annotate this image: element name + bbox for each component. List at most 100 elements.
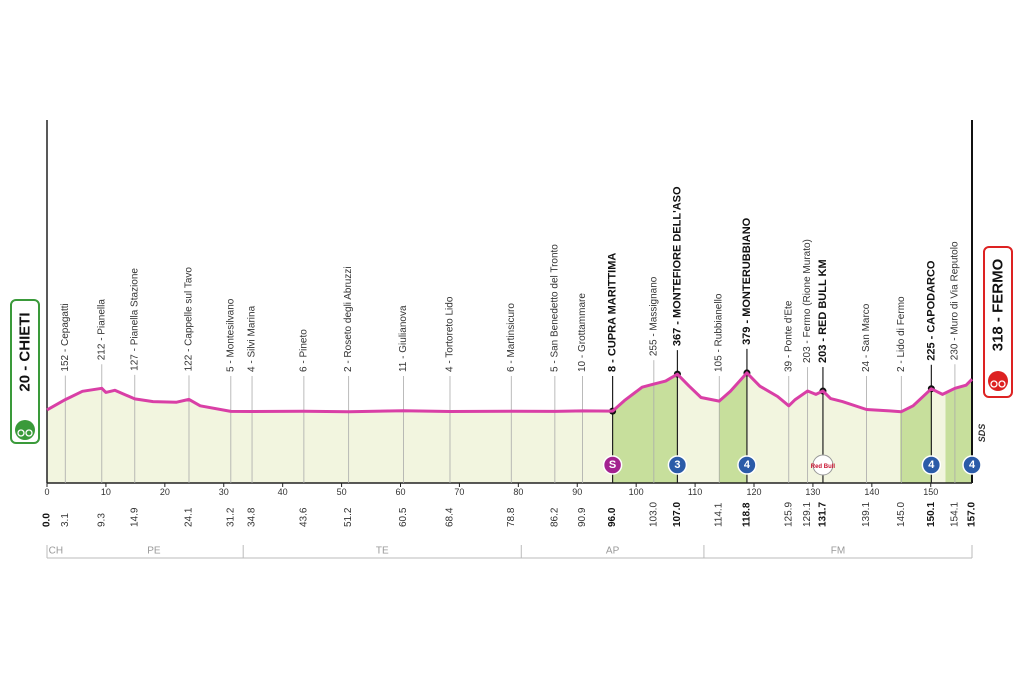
x-tick-label: 130 <box>805 487 820 497</box>
waypoint-label: 39 - Ponte d'Ete <box>783 300 794 372</box>
waypoint-label: 255 - Massignano <box>648 276 659 356</box>
km-label: 118.8 <box>741 502 752 527</box>
km-label: 145.0 <box>896 502 907 527</box>
waypoint-label: 6 - Martinsicuro <box>506 303 517 372</box>
waypoint-label: 203 - Fermo (Rione Murato) <box>802 239 813 363</box>
waypoint-label: 152 - Cepagatti <box>60 303 71 371</box>
bonus-icon <box>812 454 834 476</box>
x-tick-label: 70 <box>454 487 464 497</box>
x-tick-label: 150 <box>923 487 938 497</box>
climb-icon <box>737 455 757 475</box>
bike-wheel <box>990 380 998 388</box>
waypoint-label: 367 - MONTEFIORE DELL'ASO <box>671 186 683 346</box>
km-label: 60.5 <box>398 507 409 527</box>
waypoint-label: 212 - Pianella <box>96 299 107 361</box>
x-tick-label: 140 <box>864 487 879 497</box>
climb-category: 3 <box>674 459 680 471</box>
waypoint-label: 5 - San Benedetto del Tronto <box>549 244 560 372</box>
km-label: 68.4 <box>444 507 455 527</box>
waypoint-label: 24 - San Marco <box>861 303 872 372</box>
waypoint-label: 122 - Cappelle sul Tavo <box>183 267 194 372</box>
waypoint-label: 127 - Pianella Stazione <box>129 268 140 371</box>
x-tick-label: 90 <box>572 487 582 497</box>
profile-line <box>46 371 974 414</box>
waypoint-label: 225 - CAPODARCO <box>925 260 937 361</box>
start-box <box>10 299 40 444</box>
km-label: 24.1 <box>183 507 194 527</box>
waypoint-label: 379 - MONTERUBBIANO <box>741 217 753 345</box>
bike-wheel <box>998 380 1006 388</box>
km-label: 51.2 <box>343 507 354 527</box>
km-label: 150.1 <box>926 502 937 527</box>
km-label: 107.0 <box>672 502 683 527</box>
waypoint-label: 2 - Roseto degli Abruzzi <box>343 266 354 372</box>
start-icon <box>15 420 35 440</box>
sprint-label: S <box>609 459 616 471</box>
climb-category: 4 <box>969 459 976 471</box>
region-label: CH <box>49 546 63 557</box>
km-label: 43.6 <box>298 507 309 527</box>
km-label: 14.9 <box>129 507 140 527</box>
finish-box <box>983 246 1013 398</box>
waypoint-label: 11 - Giulianova <box>398 305 409 372</box>
km-label: 9.3 <box>96 513 107 527</box>
km-label: 103.0 <box>648 502 659 527</box>
climb-icon <box>667 455 688 475</box>
km-label: 129.1 <box>802 502 813 527</box>
sprint-icon <box>602 455 623 475</box>
x-tick-label: 50 <box>337 487 347 497</box>
climb-category: 4 <box>928 459 935 471</box>
km-label: 0.0 <box>42 513 53 527</box>
x-tick-label: 10 <box>101 487 111 497</box>
x-tick-label: 120 <box>746 487 761 497</box>
waypoint-label: 230 - Muro di Via Reputolo <box>949 241 960 360</box>
finish-label: 318 - FERMO <box>990 258 1007 351</box>
climb-area <box>945 379 972 483</box>
x-tick-label: 20 <box>160 487 170 497</box>
km-label: 154.1 <box>949 502 960 527</box>
region-label: AP <box>606 546 620 557</box>
climb-icon <box>921 455 942 475</box>
region-label: PE <box>147 546 161 557</box>
waypoint-label: 4 - Silvi Marina <box>247 305 258 372</box>
km-label: 114.1 <box>714 502 725 527</box>
km-label: 3.1 <box>60 513 71 527</box>
climb-area <box>719 372 747 483</box>
waypoint-label: 6 - Pineto <box>298 329 309 372</box>
waypoint-label: 4 - Tortoreto Lido <box>444 296 455 372</box>
x-tick-label: 80 <box>513 487 523 497</box>
x-tick-label: 30 <box>219 487 229 497</box>
bike-wheel <box>17 429 25 437</box>
bike-wheel <box>25 429 33 437</box>
waypoint-label: 10 - Grottammare <box>577 293 588 372</box>
km-label: 90.9 <box>577 507 588 527</box>
climb-area <box>612 374 678 483</box>
x-tick-label: 40 <box>278 487 288 497</box>
waypoint-label: 8 - CUPRA MARITTIMA <box>607 253 619 372</box>
x-tick-label: 100 <box>629 487 644 497</box>
km-label: 96.0 <box>607 507 618 527</box>
region-label: TE <box>376 546 389 557</box>
x-tick-label: 0 <box>44 487 49 497</box>
climb-icon <box>962 455 982 475</box>
km-label: 86.2 <box>549 507 560 527</box>
km-label: 139.1 <box>861 502 872 527</box>
x-tick-label: 110 <box>688 487 702 497</box>
bonus-label: Red Bull <box>811 464 836 470</box>
km-label: 78.8 <box>506 507 517 527</box>
km-label: 131.7 <box>817 502 828 527</box>
x-tick-label: 60 <box>395 487 405 497</box>
finish-icon <box>988 371 1008 391</box>
km-label: 125.9 <box>783 502 794 527</box>
region-label: FM <box>831 546 845 557</box>
waypoint-label: 5 - Montesilvano <box>225 298 236 372</box>
waypoint-label: 203 - RED BULL KM <box>817 259 829 363</box>
finish-note: SDS <box>977 424 987 443</box>
km-label: 157.0 <box>967 502 978 527</box>
waypoint-label: 2 - Lido di Fermo <box>896 296 907 372</box>
km-label: 31.2 <box>225 507 236 527</box>
km-label: 34.8 <box>247 507 258 527</box>
waypoint-label: 105 - Rubbianello <box>714 293 725 372</box>
start-label: 20 - CHIETI <box>17 312 34 391</box>
